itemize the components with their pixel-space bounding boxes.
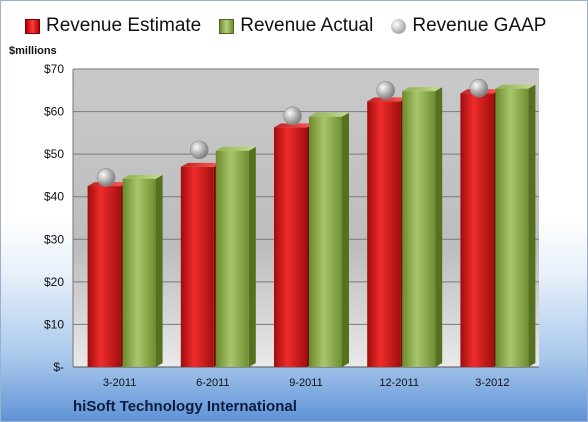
company-name: hiSoft Technology International <box>73 398 297 415</box>
legend-marker-gaap <box>391 18 407 34</box>
bar-actual-top <box>309 112 349 117</box>
y-tick-label: $20 <box>44 275 64 289</box>
x-tick-label: 6-2011 <box>196 377 229 389</box>
bar-actual-side <box>155 174 163 367</box>
bar-actual-front <box>215 150 249 367</box>
bar-actual-front <box>495 88 529 367</box>
bar-estimate-front <box>367 101 401 368</box>
y-tick-label: $70 <box>44 62 64 76</box>
bar-actual-side <box>528 84 536 367</box>
bar-actual-side <box>342 112 349 368</box>
bar-estimate-front <box>274 127 307 367</box>
gaap-markers <box>96 78 489 187</box>
bar-estimate <box>274 123 314 367</box>
x-tick-label: 9-2011 <box>289 377 322 389</box>
y-axis-ticks: $- $10 $20 $30 $40 $50 $60 $70 <box>44 62 64 374</box>
x-tick-label: 3-2011 <box>103 377 136 389</box>
bar-estimate <box>367 97 408 368</box>
bar-actual-top <box>215 146 256 151</box>
bar-estimate-front <box>180 166 214 367</box>
y-tick-label: $40 <box>44 190 64 204</box>
marker-gaap <box>469 78 489 98</box>
bar-actual <box>402 87 443 367</box>
bar-actual-front <box>122 178 156 367</box>
bar-estimate <box>180 162 221 367</box>
bar-actual-top <box>495 84 536 89</box>
marker-gaap <box>376 80 396 100</box>
x-tick-label: 3-2012 <box>475 377 509 389</box>
y-axis-unit-label: $millions <box>9 45 57 57</box>
x-axis-ticks: 3-2011 6-2011 9-2011 12-2011 3-2012 <box>103 377 510 389</box>
bar-actual-front <box>402 91 436 367</box>
y-tick-label: $60 <box>44 105 64 119</box>
legend-swatch-actual <box>219 18 235 34</box>
y-tick-label: $30 <box>44 232 64 246</box>
bar-actual <box>215 146 256 367</box>
legend-item-gaap: Revenue GAAP <box>391 15 546 37</box>
legend-label-actual: Revenue Actual <box>240 15 374 36</box>
bar-actual <box>309 112 349 368</box>
marker-gaap <box>96 168 116 187</box>
legend-label-gaap: Revenue GAAP <box>412 15 547 36</box>
bar-actual <box>122 174 163 367</box>
bar-estimate <box>460 89 501 367</box>
y-tick-label: $50 <box>44 147 64 161</box>
marker-gaap <box>283 106 302 126</box>
marker-gaap <box>190 140 209 160</box>
bar-estimate <box>87 182 128 367</box>
bars <box>87 84 536 368</box>
bar-actual-side <box>248 146 256 367</box>
legend-swatch-estimate <box>25 18 40 34</box>
bar-estimate-top <box>180 162 221 167</box>
bar-actual-top <box>402 87 443 92</box>
bar-estimate-front <box>87 186 121 367</box>
bar-estimate-top <box>274 123 314 128</box>
bar-actual <box>495 84 536 367</box>
bar-actual-top <box>122 174 163 179</box>
bar-estimate-front <box>460 93 494 367</box>
chart-legend: Revenue Estimate Revenue Actual Revenue … <box>25 15 564 37</box>
x-tick-label: 12-2011 <box>379 377 419 389</box>
legend-item-actual: Revenue Actual <box>219 15 373 37</box>
y-tick-label: $- <box>53 360 64 374</box>
legend-label-estimate: Revenue Estimate <box>46 15 202 36</box>
legend-item-estimate: Revenue Estimate <box>25 15 201 37</box>
bar-actual-front <box>309 116 342 368</box>
y-tick-label: $10 <box>44 317 64 331</box>
bar-actual-side <box>435 87 443 367</box>
